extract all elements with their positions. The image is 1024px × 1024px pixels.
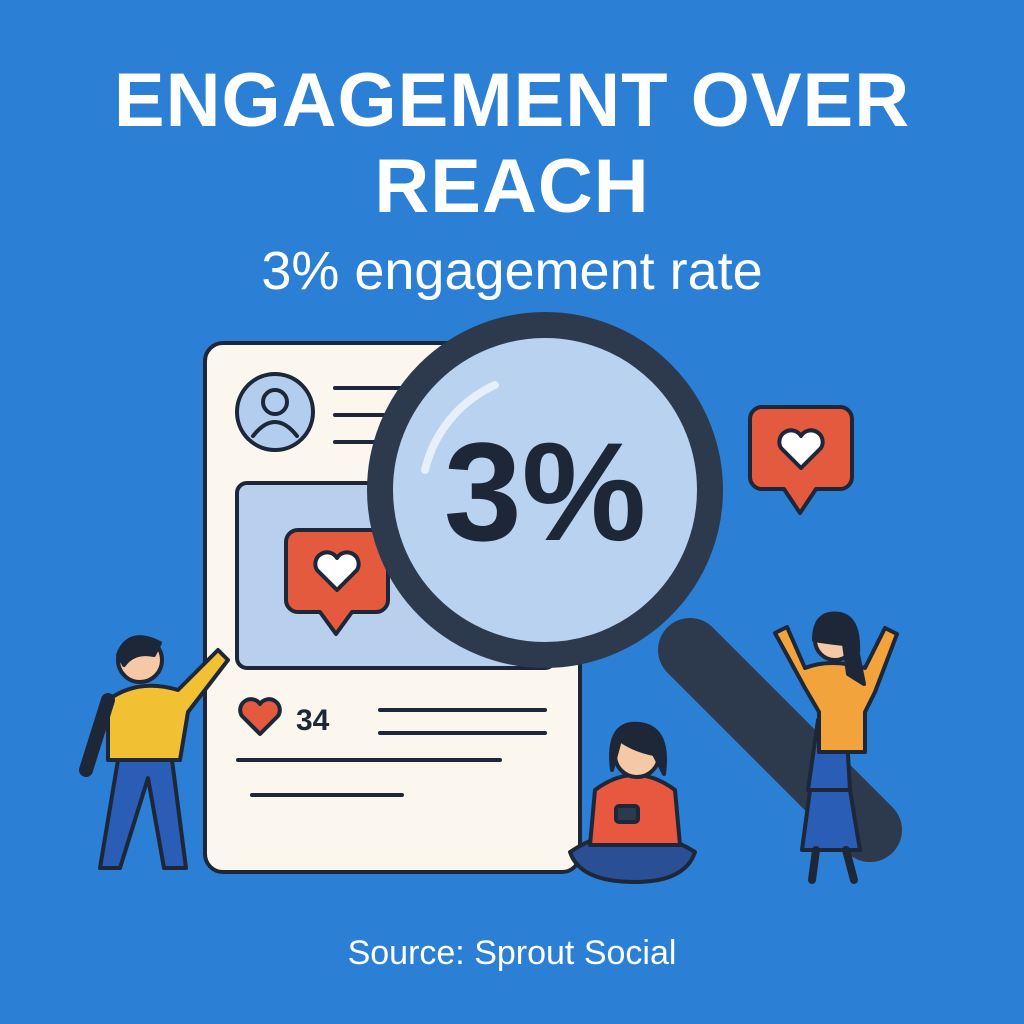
heart (777, 428, 825, 470)
person-legs (98, 758, 188, 870)
lens-glare (421, 381, 499, 474)
person-arm (79, 693, 115, 777)
person-skirt (800, 788, 862, 852)
person-legs (808, 846, 858, 884)
person-shirt (773, 625, 899, 754)
heart (313, 550, 361, 592)
magnifier-value: 3% (444, 413, 646, 570)
person-hair (116, 635, 162, 667)
avatar-body (251, 420, 299, 438)
person-hair (609, 721, 667, 776)
person-hair (812, 611, 866, 686)
phone (614, 804, 640, 824)
heart-icon (238, 697, 282, 736)
person-shirt (106, 648, 230, 762)
like-count: 34 (296, 704, 330, 737)
avatar-head (261, 388, 289, 416)
source: Source: Sprout Social (347, 934, 677, 972)
title: ENGAGEMENT OVER REACH (113, 58, 911, 229)
subtitle: 3% engagement rate (261, 241, 763, 301)
